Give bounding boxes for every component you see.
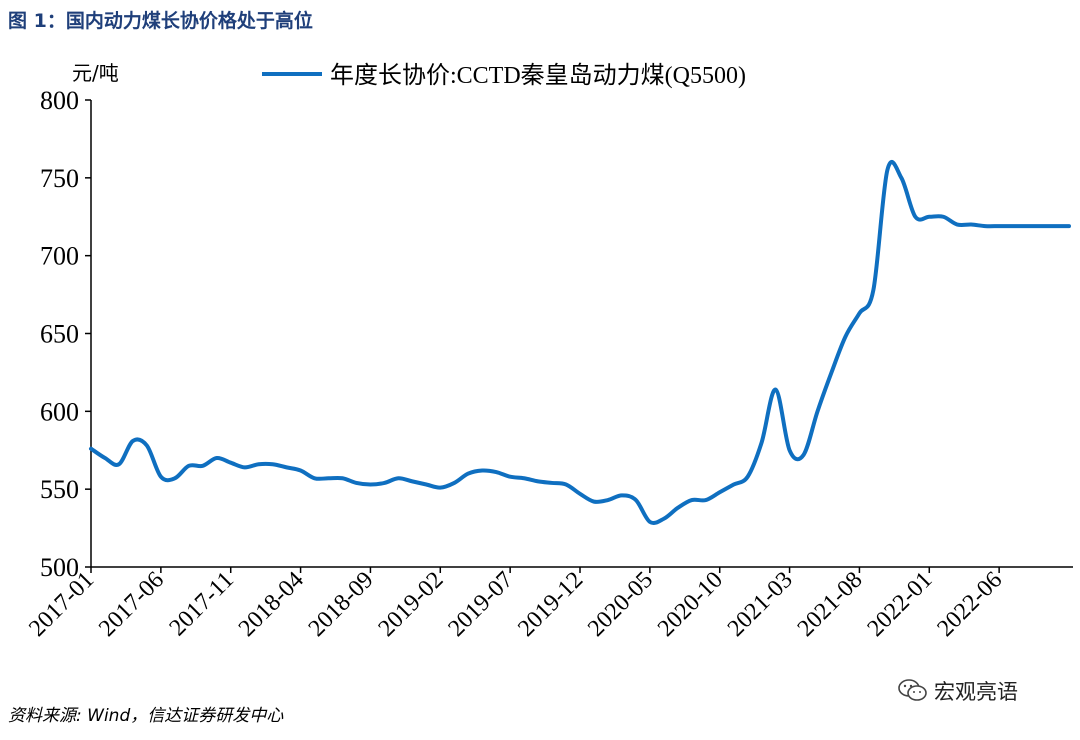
series-line-cctd-q5500 bbox=[89, 160, 1071, 526]
x-tick-label: 2022-01 bbox=[863, 567, 938, 642]
wechat-icon bbox=[898, 679, 927, 701]
x-tick-label: 2018-09 bbox=[304, 567, 379, 642]
watermark: 宏观亮语 bbox=[898, 676, 1018, 706]
x-tick-label: 2021-03 bbox=[723, 567, 798, 642]
x-axis: 2017-012017-062017-112018-042018-092019-… bbox=[24, 566, 1073, 642]
y-tick-label: 500 bbox=[40, 553, 79, 582]
y-tick-label: 800 bbox=[40, 86, 79, 115]
x-tick-label: 2020-10 bbox=[653, 567, 728, 642]
figure-title: 图 1：国内动力煤长协价格处于高位 bbox=[8, 10, 313, 32]
y-tick-label: 750 bbox=[40, 164, 79, 193]
legend-label: 年度长协价:CCTD秦皇岛动力煤(Q5500) bbox=[330, 62, 746, 89]
y-tick-label: 600 bbox=[40, 397, 79, 426]
x-tick-label: 2021-08 bbox=[793, 567, 868, 642]
x-tick-label: 2019-07 bbox=[443, 567, 518, 642]
x-tick-label: 2018-04 bbox=[234, 567, 309, 642]
y-tick-label: 550 bbox=[40, 475, 79, 504]
plot-area bbox=[89, 160, 1071, 526]
line-chart: 元/吨 年度长协价:CCTD秦皇岛动力煤(Q5500) 500 550 600 650… bbox=[24, 61, 1073, 642]
y-axis-unit-label: 元/吨 bbox=[72, 61, 119, 85]
source-note: 资料来源: Wind，信达证券研发中心 bbox=[8, 706, 284, 726]
y-tick-label: 650 bbox=[40, 320, 79, 349]
x-tick-label: 2017-11 bbox=[165, 567, 239, 641]
x-tick-label: 2019-02 bbox=[374, 567, 449, 642]
watermark-text: 宏观亮语 bbox=[934, 680, 1018, 704]
y-tick-label: 700 bbox=[40, 242, 79, 271]
legend: 年度长协价:CCTD秦皇岛动力煤(Q5500) bbox=[262, 62, 746, 89]
x-tick-label: 2022-06 bbox=[932, 567, 1007, 642]
x-tick-label: 2017-06 bbox=[94, 567, 169, 642]
x-tick-label: 2020-05 bbox=[583, 567, 658, 642]
y-axis: 500 550 600 650 700 750 800 bbox=[40, 86, 92, 582]
x-tick-label: 2019-12 bbox=[513, 567, 588, 642]
